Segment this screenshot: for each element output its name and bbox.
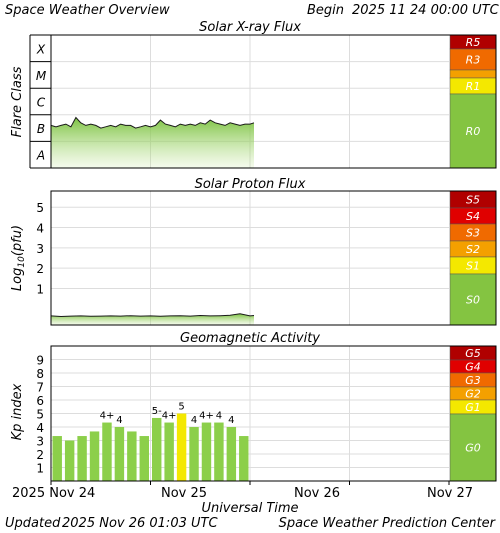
geomag-scale-label: G3 (465, 374, 481, 387)
proton-scale-label: S3 (466, 227, 480, 240)
xray-class-label: M (36, 69, 47, 83)
panel-frame-2 (50, 345, 497, 482)
proton-scale-label: S2 (466, 243, 480, 256)
geomag-title: Geomagnetic Activity (180, 331, 320, 346)
kp-bar (52, 436, 62, 481)
kp-bar-label: 4+ (100, 411, 115, 422)
kp-bar (214, 422, 224, 481)
header-begin-label: Begin (307, 3, 344, 18)
xray-scale-segment (449, 93, 497, 169)
kp-bar (189, 427, 199, 481)
x-tick-label-nov24: 2025 Nov 24 (12, 486, 95, 501)
kp-bar (114, 427, 125, 481)
kp-bar-label: 4+ (199, 411, 214, 422)
proton-scale-label: S1 (466, 260, 480, 273)
kp-bar (127, 431, 137, 481)
xray-class-label: A (36, 149, 45, 163)
x-tick-label-nov26: Nov 26 (294, 486, 340, 501)
proton-tick-label: 2 (36, 262, 44, 276)
proton-flux-area (51, 313, 254, 325)
geomag-scale-label: G5 (465, 347, 481, 360)
xray-scale-label: R5 (466, 36, 481, 49)
proton-scale-label: S5 (466, 194, 480, 207)
xray-flux-area (51, 117, 254, 168)
x-tick-label-nov27: Nov 27 (427, 486, 473, 501)
xray-class-label: X (36, 42, 46, 56)
kp-bar-label: 4 (228, 415, 234, 426)
x-tick-label-nov25: Nov 25 (161, 486, 207, 501)
panel-frame-1 (50, 190, 497, 326)
proton-scale-segment (449, 273, 497, 326)
proton-title: Solar Proton Flux (195, 177, 306, 192)
footer-updated-label: Updated (5, 516, 61, 531)
header-begin-value: 2025 11 24 00:00 UTC (352, 3, 500, 18)
kp-bar (239, 436, 249, 481)
kp-bar-label: 4 (216, 411, 222, 422)
proton-scale-label: S0 (466, 294, 480, 307)
kp-bar-label: 5- (152, 406, 162, 417)
kp-bar (77, 436, 87, 481)
proton-tick-label: 5 (36, 201, 44, 215)
kp-bar (226, 427, 237, 481)
xray-flux-line (50, 116, 255, 129)
proton-scale-label: S4 (466, 210, 480, 223)
footer-updated-value: 2025 Nov 26 01:03 UTC (62, 516, 218, 531)
footer-credit: Space Weather Prediction Center (279, 516, 497, 531)
xray-scale-label: R1 (466, 80, 481, 93)
kp-tick-label: 9 (36, 354, 44, 368)
xray-scale-label: R3 (466, 54, 481, 67)
geomag-scale-label: G4 (465, 361, 481, 374)
xlabel: Universal Time (201, 501, 298, 516)
xray-class-label: C (37, 96, 46, 110)
proton-tick-label: 1 (36, 282, 44, 296)
kp-bar (139, 436, 149, 481)
geomag-ylabel: Kp index (10, 383, 25, 440)
xray-title: Solar X-ray Flux (199, 20, 301, 35)
kp-bar (176, 413, 187, 481)
kp-tick-label: 3 (36, 435, 44, 449)
kp-bar-label: 4+ (162, 411, 177, 422)
proton-flux-line (50, 313, 255, 318)
xray-class-label: B (37, 122, 45, 136)
kp-tick-label: 8 (36, 367, 44, 381)
kp-bar-label: 5 (178, 402, 184, 413)
kp-tick-label: 5 (36, 408, 44, 422)
kp-bar (164, 422, 174, 481)
geomag-scale-label: G0 (465, 442, 481, 455)
geomag-scale-label: G1 (465, 401, 481, 414)
xray-ylabel: Flare Class (10, 66, 25, 137)
kp-bar (89, 431, 100, 481)
kp-tick-label: 6 (36, 394, 44, 408)
kp-tick-label: 1 (36, 462, 44, 476)
geomag-scale-label: G2 (465, 388, 481, 401)
header-title: Space Weather Overview (5, 3, 170, 18)
kp-bar (102, 422, 112, 481)
kp-tick-label: 4 (36, 421, 44, 435)
proton-tick-label: 4 (36, 222, 44, 236)
kp-bar-label: 4 (116, 415, 122, 426)
proton-ylabel-sub: 10 (17, 256, 27, 268)
kp-bar (64, 440, 75, 481)
proton-ylabel-unit: (pfu) (10, 225, 25, 256)
kp-tick-label: 2 (36, 448, 44, 462)
proton-ylabel: Log10(pfu) (10, 225, 27, 291)
proton-tick-label: 3 (36, 242, 44, 256)
kp-bar-label: 4 (191, 415, 197, 426)
kp-tick-label: 7 (36, 381, 44, 395)
xray-scale-segment (449, 69, 497, 79)
proton-ylabel-base: Log (10, 268, 25, 291)
geomag-scale-segment (449, 413, 497, 482)
xray-scale-label: R0 (466, 125, 481, 138)
kp-bar (152, 417, 162, 481)
kp-bar (201, 422, 212, 481)
panel-frame-0 (50, 34, 497, 169)
